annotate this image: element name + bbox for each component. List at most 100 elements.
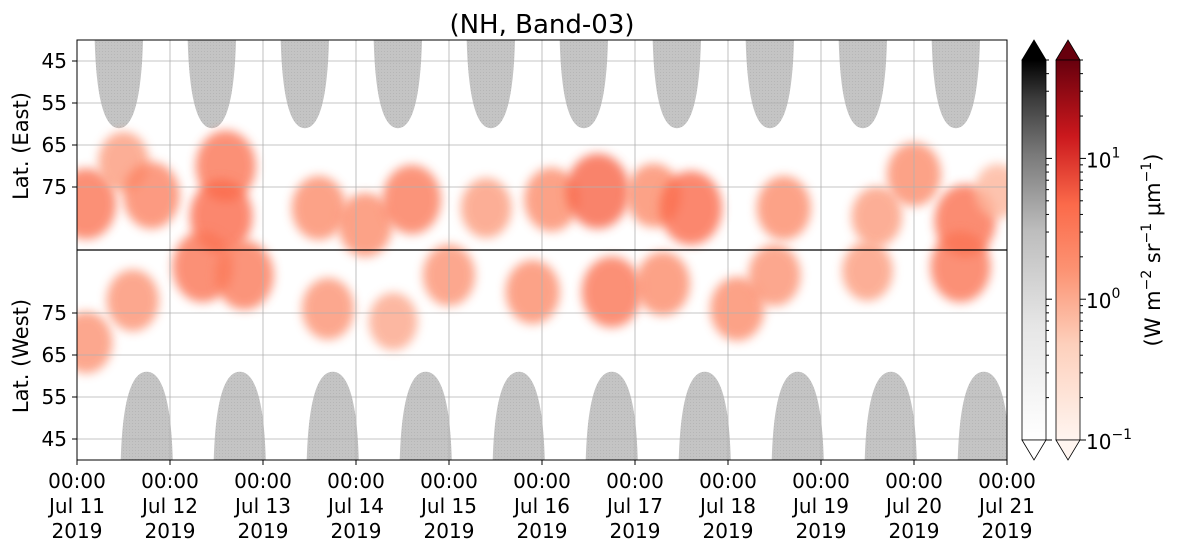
daylight-mask-east [373, 40, 423, 129]
colorbar-label-part: sr [1141, 243, 1165, 270]
x-tick-label: 00:00 [420, 469, 478, 493]
emission-blob [524, 167, 579, 232]
y-axis-ticks: 45 55 65 75 75 65 55 45 [42, 49, 77, 451]
x-tick-label: 2019 [517, 519, 568, 543]
x-tick-label: 2019 [796, 519, 847, 543]
colorbar-tick-exponent: −1 [1111, 427, 1132, 443]
daylight-mask-west [213, 371, 266, 460]
x-tick-label: Jul 21 [977, 494, 1035, 518]
x-tick-label: Jul 20 [884, 494, 942, 518]
x-tick-label: 2019 [52, 519, 103, 543]
colorbar-tick-label: 10−1 [1086, 427, 1132, 454]
emission-blob [302, 277, 355, 340]
colorbar-label-part: μm [1141, 182, 1165, 223]
x-tick-label: 2019 [982, 519, 1033, 543]
y-tick-label: 55 [42, 385, 67, 409]
emission-blob [748, 244, 801, 307]
colorbar-tick-exponent: 1 [1111, 145, 1120, 161]
colorbar-tick-exponent: 0 [1111, 286, 1120, 302]
x-tick-label: 00:00 [606, 469, 664, 493]
emission-blob [123, 161, 180, 229]
emission-blobs [77, 130, 1007, 374]
y-tick-label: 55 [42, 91, 67, 115]
x-tick-label: 00:00 [513, 469, 571, 493]
emission-blob [106, 269, 159, 332]
x-tick-label: Jul 18 [698, 494, 756, 518]
daylight-mask-east [559, 40, 609, 129]
daylight-mask-west [678, 371, 731, 460]
daylight-mask-west [399, 371, 452, 460]
emission-blob [460, 178, 512, 238]
colorbar-tick-label: 101 [1086, 145, 1120, 172]
y-label-east: Lat. (East) [9, 92, 33, 200]
x-tick-label: Jul 14 [326, 494, 384, 518]
emission-blob [505, 260, 560, 324]
daylight-masks [94, 40, 1007, 460]
x-tick-label: Jul 16 [512, 494, 570, 518]
emission-blob [77, 311, 113, 374]
emission-blob [382, 165, 442, 235]
colorbar-label-sup: −2 [1139, 270, 1155, 291]
daylight-mask-east [187, 40, 237, 129]
daylight-mask-east [745, 40, 795, 129]
x-tick-label: Jul 11 [47, 494, 105, 518]
colorbar-red-bar [1055, 59, 1081, 441]
emission-blob [215, 240, 274, 310]
daylight-mask-west [771, 371, 824, 460]
emission-blob [710, 276, 765, 341]
daylight-mask-west [492, 371, 545, 460]
colorbar-gray-extend-top [1021, 39, 1047, 61]
daylight-mask-east [94, 40, 144, 129]
emission-blob [659, 171, 723, 245]
colorbar-label-part: ) [1141, 154, 1165, 162]
colorbar-gray [1021, 39, 1047, 461]
colorbar-red-extend-bottom [1055, 439, 1081, 461]
colorbar-red-extend-top [1055, 39, 1081, 61]
colorbar-label-sup: −1 [1139, 223, 1155, 244]
daylight-mask-east [466, 40, 516, 129]
y-tick-label: 65 [42, 133, 67, 157]
daylight-mask-west [120, 371, 173, 460]
daylight-mask-west [864, 371, 917, 460]
y-tick-label: 45 [42, 427, 67, 451]
emission-blob [338, 192, 393, 257]
y-tick-label: 75 [42, 301, 67, 325]
y-label-west: Lat. (West) [9, 299, 33, 413]
x-tick-label: 00:00 [792, 469, 850, 493]
emission-blob [368, 292, 418, 351]
emission-blob [930, 231, 991, 303]
emission-blob [291, 176, 346, 240]
y-tick-label: 65 [42, 343, 67, 367]
daylight-mask-east [931, 40, 981, 129]
x-tick-label: Jul 13 [233, 494, 291, 518]
x-tick-label: 00:00 [141, 469, 199, 493]
colorbar-label-part: (W m [1141, 290, 1165, 346]
daylight-mask-west [306, 371, 359, 460]
colorbar-gray-extend-bottom [1021, 439, 1047, 461]
x-tick-label: Jul 19 [791, 494, 849, 518]
x-tick-label: Jul 17 [605, 494, 663, 518]
daylight-mask-west [585, 371, 638, 460]
colorbar-red [1055, 39, 1081, 461]
x-tick-label: 00:00 [327, 469, 385, 493]
x-tick-label: 00:00 [885, 469, 943, 493]
x-tick-label: 2019 [610, 519, 661, 543]
plot-area [76, 39, 1008, 461]
colorbar-tick-label: 100 [1086, 286, 1120, 313]
daylight-mask-east [838, 40, 888, 129]
daylight-mask-east [652, 40, 702, 129]
x-tick-label: 2019 [703, 519, 754, 543]
emission-blob [842, 241, 893, 301]
x-tick-label: 2019 [331, 519, 382, 543]
y-tick-label: 45 [42, 49, 67, 73]
emission-blob [566, 153, 630, 229]
x-tick-label: 2019 [238, 519, 289, 543]
daylight-mask-east [280, 40, 330, 129]
colorbar-label: (W m−2 sr−1 μm−1) [1139, 154, 1165, 347]
x-tick-label: 2019 [424, 519, 475, 543]
x-tick-label: 00:00 [48, 469, 106, 493]
colorbar-tick-base: 10 [1086, 148, 1111, 172]
